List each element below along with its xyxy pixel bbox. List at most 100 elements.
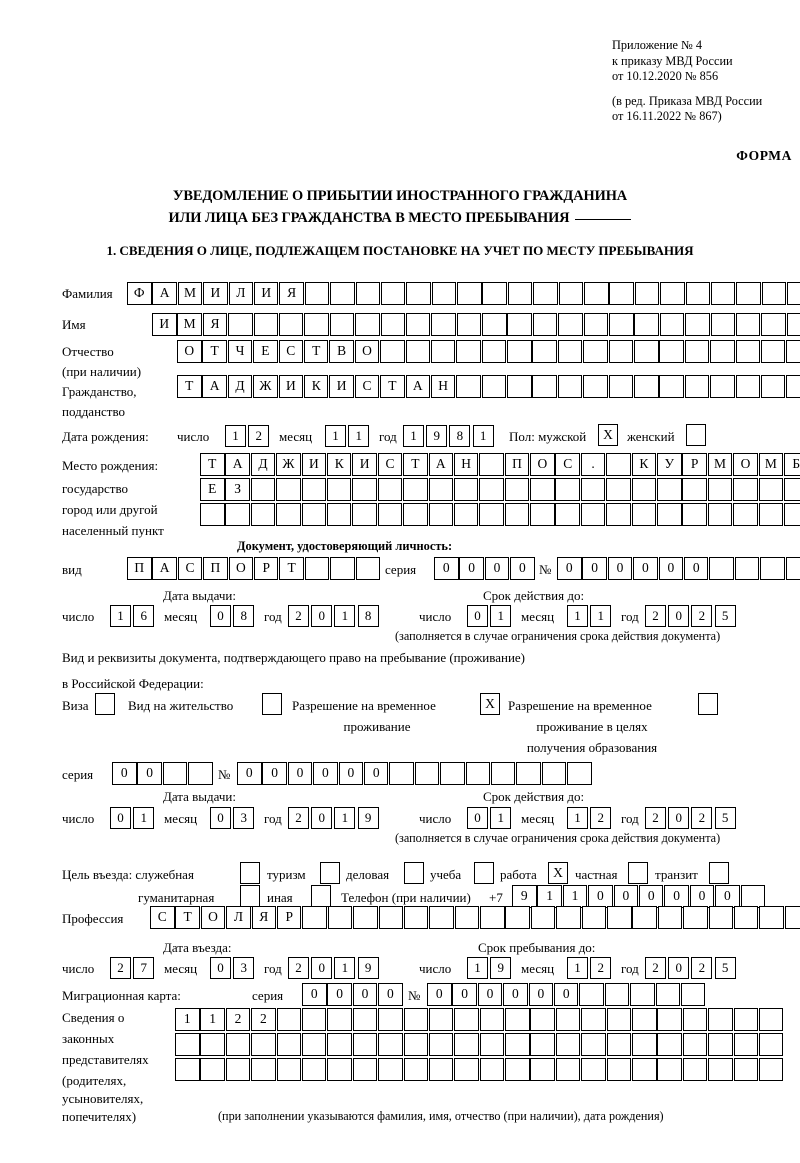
char-cell[interactable]: [454, 1033, 479, 1056]
char-cell[interactable]: 8: [233, 605, 255, 627]
sex-female-checkbox[interactable]: [686, 424, 706, 446]
char-cell[interactable]: [405, 313, 431, 336]
char-cell[interactable]: [555, 1058, 581, 1081]
char-cell[interactable]: 2: [288, 605, 309, 627]
char-cell[interactable]: [608, 375, 634, 398]
char-cell[interactable]: [377, 478, 403, 501]
char-cell[interactable]: [682, 503, 707, 526]
char-cell[interactable]: Р: [276, 906, 302, 929]
char-cell[interactable]: [301, 1058, 327, 1081]
char-cell[interactable]: [634, 313, 659, 336]
char-cell[interactable]: 9: [490, 957, 512, 979]
char-cell[interactable]: [380, 313, 406, 336]
char-cell[interactable]: [657, 906, 683, 929]
char-cell[interactable]: 8: [449, 425, 471, 447]
char-cell[interactable]: А: [202, 375, 227, 398]
char-cell[interactable]: [761, 313, 786, 336]
char-cell[interactable]: 0: [434, 557, 459, 580]
char-cell[interactable]: [580, 478, 606, 501]
char-cell[interactable]: 1: [467, 957, 488, 979]
char-cell[interactable]: А: [405, 375, 431, 398]
char-cell[interactable]: Р: [682, 453, 707, 476]
char-cell[interactable]: 1: [334, 605, 356, 627]
char-cell[interactable]: [414, 762, 440, 785]
char-cell[interactable]: [530, 1033, 555, 1056]
char-cell[interactable]: 0: [484, 557, 510, 580]
char-cell[interactable]: [556, 906, 581, 929]
char-cell[interactable]: 2: [288, 957, 309, 979]
char-cell[interactable]: Т: [175, 906, 200, 929]
char-cell[interactable]: [657, 1033, 682, 1056]
char-cell[interactable]: [507, 282, 533, 305]
char-cell[interactable]: 2: [691, 605, 713, 627]
char-cell[interactable]: [785, 557, 800, 580]
char-cell[interactable]: [634, 340, 659, 363]
char-cell[interactable]: [250, 478, 276, 501]
char-cell[interactable]: 5: [714, 957, 736, 979]
char-cell[interactable]: 0: [613, 885, 639, 908]
char-cell[interactable]: Т: [303, 340, 329, 363]
char-cell[interactable]: [557, 340, 583, 363]
char-cell[interactable]: [684, 340, 710, 363]
char-cell[interactable]: [480, 906, 505, 929]
char-cell[interactable]: [355, 313, 380, 336]
char-cell[interactable]: [581, 1008, 606, 1031]
char-cell[interactable]: [405, 340, 431, 363]
char-cell[interactable]: [428, 1008, 454, 1031]
char-cell[interactable]: [505, 1033, 530, 1056]
residence-permit-checkbox[interactable]: [262, 693, 282, 715]
char-cell[interactable]: М: [707, 453, 733, 476]
char-cell[interactable]: [632, 1033, 657, 1056]
char-cell[interactable]: [710, 375, 735, 398]
char-cell[interactable]: 7: [133, 957, 155, 979]
char-cell[interactable]: [479, 453, 504, 476]
char-cell[interactable]: О: [354, 340, 380, 363]
char-cell[interactable]: С: [278, 340, 304, 363]
char-cell[interactable]: [276, 503, 301, 526]
purpose-transit-checkbox[interactable]: [709, 862, 729, 884]
char-cell[interactable]: [532, 375, 557, 398]
char-cell[interactable]: [584, 282, 609, 305]
char-cell[interactable]: [200, 503, 225, 526]
char-cell[interactable]: [733, 1033, 759, 1056]
char-cell[interactable]: 0: [313, 762, 338, 785]
char-cell[interactable]: [555, 1033, 581, 1056]
char-cell[interactable]: 1: [133, 807, 155, 829]
char-cell[interactable]: [352, 503, 377, 526]
char-cell[interactable]: [479, 1033, 505, 1056]
char-cell[interactable]: 1: [110, 605, 131, 627]
char-cell[interactable]: [530, 1008, 555, 1031]
char-cell[interactable]: Т: [177, 375, 202, 398]
char-cell[interactable]: [760, 340, 786, 363]
char-cell[interactable]: [567, 762, 592, 785]
char-cell[interactable]: 0: [262, 762, 287, 785]
char-cell[interactable]: О: [177, 340, 202, 363]
char-cell[interactable]: [760, 557, 785, 580]
char-cell[interactable]: 0: [237, 762, 262, 785]
char-cell[interactable]: 2: [691, 807, 713, 829]
char-cell[interactable]: [326, 478, 352, 501]
char-cell[interactable]: [581, 1058, 606, 1081]
char-cell[interactable]: [504, 503, 530, 526]
char-cell[interactable]: [353, 906, 378, 929]
char-cell[interactable]: 1: [348, 425, 370, 447]
char-cell[interactable]: [162, 762, 188, 785]
char-cell[interactable]: [175, 1033, 200, 1056]
char-cell[interactable]: 3: [233, 957, 255, 979]
char-cell[interactable]: [557, 375, 583, 398]
char-cell[interactable]: И: [152, 313, 177, 336]
char-cell[interactable]: [225, 1058, 251, 1081]
char-cell[interactable]: Т: [279, 557, 304, 580]
purpose-business-checkbox[interactable]: [404, 862, 424, 884]
purpose-work-checkbox[interactable]: X: [548, 862, 568, 884]
char-cell[interactable]: [505, 1008, 530, 1031]
char-cell[interactable]: [430, 340, 456, 363]
char-cell[interactable]: Л: [228, 282, 254, 305]
